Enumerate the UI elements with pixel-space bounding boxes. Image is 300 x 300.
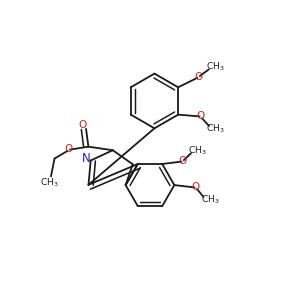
Text: O: O [192, 182, 200, 193]
Text: CH$_3$: CH$_3$ [206, 122, 225, 135]
Text: O: O [196, 111, 205, 122]
Text: O: O [78, 120, 87, 130]
Text: O: O [194, 72, 203, 82]
Text: CH$_3$: CH$_3$ [201, 194, 219, 206]
Text: CH$_3$: CH$_3$ [206, 61, 225, 73]
Text: O: O [65, 144, 73, 154]
Text: CH$_3$: CH$_3$ [188, 145, 207, 158]
Text: CH$_3$: CH$_3$ [40, 177, 59, 189]
Text: O: O [178, 156, 187, 166]
Text: N: N [82, 152, 90, 165]
